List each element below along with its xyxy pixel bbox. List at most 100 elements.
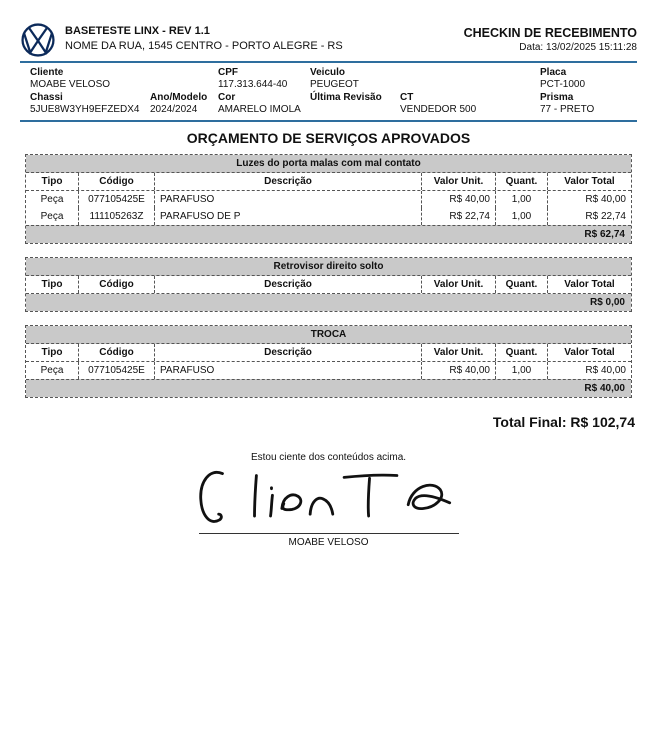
field-label: Cor: [218, 92, 236, 103]
field-value: 2024/2024: [150, 104, 198, 115]
field-value: MOABE VELOSO: [30, 79, 111, 90]
header-divider: [20, 61, 637, 63]
info-divider: [20, 120, 637, 122]
column-header-valor-unit: Valor Unit.: [421, 276, 495, 293]
field-value: 117.313.644-40: [218, 79, 288, 90]
field-cliente: Cliente MOABE VELOSO: [30, 67, 110, 91]
column-header-valor-unit: Valor Unit.: [421, 344, 495, 361]
cell-codigo: 077105425E: [78, 191, 154, 208]
field-label: Última Revisão: [310, 92, 382, 103]
total-final: Total Final: R$ 102,74: [492, 414, 635, 430]
service-table-1: Luzes do porta malas com mal contato Tip…: [25, 154, 632, 244]
field-value: AMARELO IMOLA: [218, 104, 301, 115]
cell-codigo: 111105263Z: [78, 208, 154, 225]
column-header-valor-unit: Valor Unit.: [421, 173, 495, 190]
table-total: R$ 0,00: [26, 294, 631, 311]
cell-descricao: PARAFUSO DE P: [154, 208, 421, 225]
field-label: CT: [400, 92, 414, 103]
field-veiculo: Veiculo PEUGEOT: [310, 67, 359, 91]
signature-drawing: [198, 470, 451, 523]
cell-valor-unit: R$ 22,74: [421, 208, 495, 225]
field-ct: CT VENDEDOR 500: [400, 92, 476, 116]
document-header: BASETESTE LINX - REV 1.1 NOME DA RUA, 15…: [20, 22, 637, 58]
column-header-tipo: Tipo: [41, 347, 63, 358]
cell-tipo: Peça: [40, 211, 64, 222]
field-prisma: Prisma 77 - PRETO: [540, 92, 594, 116]
cell-quant: 1,00: [495, 191, 547, 208]
vehicle-info: Cliente MOABE VELOSO CPF 117.313.644-40 …: [20, 65, 637, 117]
field-value: PCT-1000: [540, 79, 586, 90]
table-row: Peça 077105425E PARAFUSO R$ 40,00 1,00 R…: [26, 191, 631, 208]
cell-descricao: PARAFUSO: [154, 362, 421, 379]
table-header-row: Tipo Código Descrição Valor Unit. Quant.…: [26, 344, 631, 362]
cell-valor-total: R$ 40,00: [547, 191, 631, 208]
dealer-name: BASETESTE LINX - REV 1.1: [65, 25, 210, 37]
column-header-descricao: Descrição: [154, 344, 421, 361]
cell-valor-unit: R$ 40,00: [421, 191, 495, 208]
table-header-row: Tipo Código Descrição Valor Unit. Quant.…: [26, 276, 631, 294]
dealer-address: NOME DA RUA, 1545 CENTRO - PORTO ALEGRE …: [65, 40, 343, 52]
table-section-title: Retrovisor direito solto: [26, 258, 631, 276]
document-date: Data: 13/02/2025 15:11:28: [519, 42, 637, 53]
table-section-title: Luzes do porta malas com mal contato: [26, 155, 631, 173]
column-header-valor-total: Valor Total: [547, 173, 631, 190]
cell-valor-total: R$ 22,74: [547, 208, 631, 225]
field-label: Veiculo: [310, 67, 346, 78]
field-label: CPF: [218, 67, 238, 78]
field-value: PEUGEOT: [310, 79, 359, 90]
table-header-row: Tipo Código Descrição Valor Unit. Quant.…: [26, 173, 631, 191]
signature-block: Estou ciente dos conteúdos acima. MOABE …: [20, 452, 637, 548]
table-total: R$ 62,74: [26, 225, 631, 243]
cell-valor-total: R$ 40,00: [547, 362, 631, 379]
cell-quant: 1,00: [495, 208, 547, 225]
signature-line: [198, 533, 459, 534]
column-header-quant: Quant.: [495, 276, 547, 293]
field-value: 5JUE8W3YH9EFZEDX4: [30, 104, 140, 115]
field-label: Ano/Modelo: [150, 92, 208, 103]
cell-tipo: Peça: [40, 194, 64, 205]
document-title: CHECKIN DE RECEBIMENTO: [463, 26, 637, 40]
column-header-descricao: Descrição: [154, 173, 421, 190]
field-cor: Cor AMARELO IMOLA: [218, 92, 301, 116]
field-value: [310, 104, 382, 116]
table-section-title: TROCA: [26, 326, 631, 344]
field-label: Cliente: [30, 67, 64, 78]
column-header-quant: Quant.: [495, 344, 547, 361]
document-meta: CHECKIN DE RECEBIMENTO Data: 13/02/2025 …: [464, 22, 637, 55]
dealer-brand: BASETESTE LINX - REV 1.1 NOME DA RUA, 15…: [20, 22, 343, 58]
field-chassi: Chassi 5JUE8W3YH9EFZEDX4: [30, 92, 139, 116]
page-title: ORÇAMENTO DE SERVIÇOS APROVADOS: [186, 130, 471, 146]
service-table-2: Retrovisor direito solto Tipo Código Des…: [25, 257, 632, 312]
cell-valor-unit: R$ 40,00: [421, 362, 495, 379]
table-total: R$ 40,00: [26, 379, 631, 397]
field-label: Placa: [540, 67, 567, 78]
field-cpf: CPF 117.313.644-40: [218, 67, 287, 91]
table-row: Peça 111105263Z PARAFUSO DE P R$ 22,74 1…: [26, 208, 631, 225]
column-header-codigo: Código: [78, 276, 154, 293]
cell-quant: 1,00: [495, 362, 547, 379]
field-value: VENDEDOR 500: [400, 104, 477, 115]
column-header-valor-total: Valor Total: [547, 276, 631, 293]
field-label: Prisma: [540, 92, 574, 103]
field-placa: Placa PCT-1000: [540, 67, 585, 91]
service-table-3: TROCA Tipo Código Descrição Valor Unit. …: [25, 325, 632, 398]
cell-descricao: PARAFUSO: [154, 191, 421, 208]
column-header-tipo: Tipo: [41, 176, 63, 187]
field-ano-modelo: Ano/Modelo 2024/2024: [150, 92, 207, 116]
dealer-text-block: BASETESTE LINX - REV 1.1 NOME DA RUA, 15…: [65, 22, 343, 54]
column-header-quant: Quant.: [495, 173, 547, 190]
field-ultima-revisao: Última Revisão: [310, 92, 382, 116]
vw-logo-icon: [20, 22, 56, 58]
field-value: 77 - PRETO: [540, 104, 595, 115]
cell-tipo: Peça: [40, 365, 64, 376]
column-header-tipo: Tipo: [41, 279, 63, 290]
column-header-valor-total: Valor Total: [547, 344, 631, 361]
column-header-codigo: Código: [78, 344, 154, 361]
field-label: Chassi: [30, 92, 63, 103]
signature-notice: Estou ciente dos conteúdos acima.: [250, 452, 407, 463]
column-header-codigo: Código: [78, 173, 154, 190]
table-row: Peça 077105425E PARAFUSO R$ 40,00 1,00 R…: [26, 362, 631, 379]
cell-codigo: 077105425E: [78, 362, 154, 379]
signature-name: MOABE VELOSO: [288, 537, 369, 548]
